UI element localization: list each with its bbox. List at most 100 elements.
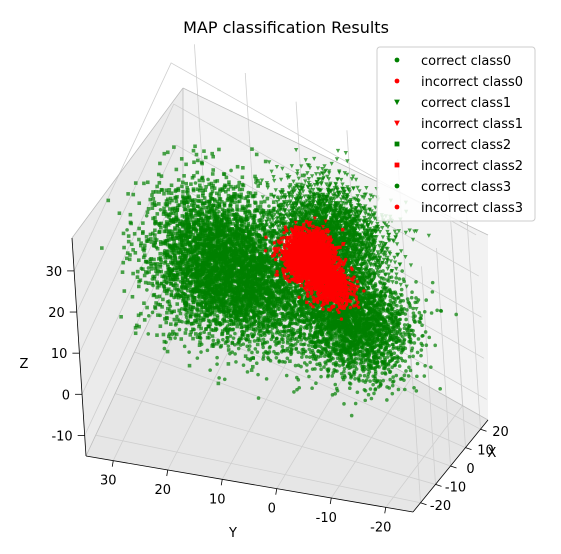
data-point — [212, 317, 216, 321]
data-point — [147, 313, 151, 318]
z-tick-label: -10 — [51, 429, 72, 444]
data-point — [215, 362, 219, 366]
data-point — [262, 304, 266, 309]
data-point — [247, 347, 251, 352]
data-point — [202, 330, 206, 334]
data-point — [285, 341, 290, 345]
data-point — [257, 310, 262, 314]
x-axis-label: X — [488, 446, 497, 461]
data-point — [182, 344, 187, 349]
data-point — [274, 331, 279, 335]
data-point — [184, 327, 188, 332]
data-point — [233, 352, 237, 356]
data-point — [217, 376, 221, 380]
y-tick-label: -10 — [316, 511, 337, 526]
data-point — [215, 355, 219, 360]
data-point — [162, 346, 167, 351]
x-tick-label: -20 — [430, 499, 451, 514]
data-point — [195, 356, 200, 360]
y-tick-mark — [329, 497, 332, 505]
y-axis-line — [85, 455, 414, 513]
data-point — [267, 204, 271, 208]
x-tick-label: -10 — [445, 480, 466, 495]
data-point — [187, 350, 191, 354]
data-point — [146, 332, 151, 336]
data-point — [198, 331, 203, 336]
data-point — [281, 340, 285, 344]
data-point — [265, 340, 270, 344]
y-tick-mark — [275, 488, 278, 495]
data-point — [267, 346, 272, 350]
data-point — [278, 292, 283, 296]
y-tick-label: 10 — [209, 492, 226, 507]
y-tick-mark — [384, 507, 387, 514]
x-tick-label: 0 — [466, 462, 474, 477]
data-point — [295, 322, 300, 327]
data-point — [222, 377, 227, 382]
z-tick-label: 20 — [48, 306, 65, 321]
data-point — [262, 351, 266, 356]
z-tick-label: 0 — [62, 388, 70, 403]
y-tick-mark — [166, 469, 169, 477]
data-point — [304, 354, 309, 359]
data-point — [280, 344, 285, 349]
y-tick-label: 20 — [154, 483, 171, 498]
data-point — [193, 181, 198, 185]
x-tick-mark — [420, 502, 427, 506]
data-point — [250, 350, 254, 355]
data-point — [261, 337, 266, 342]
z-tick-label: 30 — [46, 265, 63, 280]
data-point — [206, 177, 210, 182]
z-tick-label: 10 — [51, 347, 68, 362]
data-point — [267, 350, 272, 354]
data-point — [208, 368, 212, 372]
x-tick-label: 20 — [492, 425, 509, 440]
data-point — [229, 168, 233, 173]
data-point — [241, 363, 246, 367]
data-point — [145, 288, 149, 292]
data-point — [289, 352, 293, 357]
data-point — [277, 360, 282, 364]
data-point — [125, 228, 129, 232]
data-point — [199, 350, 203, 354]
data-point — [216, 338, 220, 343]
data-point — [233, 331, 237, 336]
data-point — [221, 337, 225, 342]
data-point — [261, 354, 266, 359]
data-point — [397, 364, 402, 368]
y-tick-mark — [111, 460, 114, 467]
data-point — [173, 336, 177, 340]
data-point — [177, 327, 182, 332]
chart-title: MAP classification Results — [183, 18, 389, 37]
data-point — [266, 355, 270, 360]
z-gridline — [73, 62, 477, 272]
data-point — [251, 333, 256, 338]
y-tick-label: 30 — [100, 474, 117, 489]
data-point — [289, 338, 293, 343]
data-point — [270, 334, 275, 339]
y-axis-label: Y — [228, 526, 237, 541]
data-point — [228, 351, 232, 356]
data-point — [300, 355, 304, 359]
y-tick-label: -20 — [370, 520, 391, 535]
data-point — [211, 338, 216, 343]
z-axis-line — [71, 237, 87, 457]
data-point — [294, 318, 299, 322]
data-point — [248, 308, 253, 313]
data-point — [305, 369, 309, 373]
data-point — [158, 208, 163, 212]
data-point — [279, 337, 284, 341]
data-point — [280, 359, 285, 364]
data-point — [234, 360, 238, 364]
data-point — [282, 318, 287, 322]
data-point — [255, 350, 260, 354]
data-point — [268, 245, 273, 249]
data-point — [330, 393, 335, 397]
data-point — [205, 348, 210, 353]
x-tick-mark — [480, 428, 487, 432]
data-point — [247, 344, 252, 348]
x-tick-mark — [450, 465, 457, 469]
data-point — [335, 148, 341, 153]
